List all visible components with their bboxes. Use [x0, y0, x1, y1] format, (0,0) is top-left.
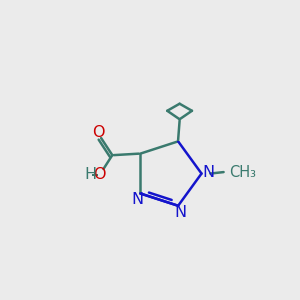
Text: CH₃: CH₃: [229, 165, 256, 180]
Text: N: N: [132, 192, 144, 207]
Text: N: N: [202, 166, 214, 181]
Text: N: N: [174, 205, 187, 220]
Text: O: O: [93, 167, 105, 182]
Text: O: O: [92, 125, 105, 140]
Text: H: H: [84, 167, 96, 182]
